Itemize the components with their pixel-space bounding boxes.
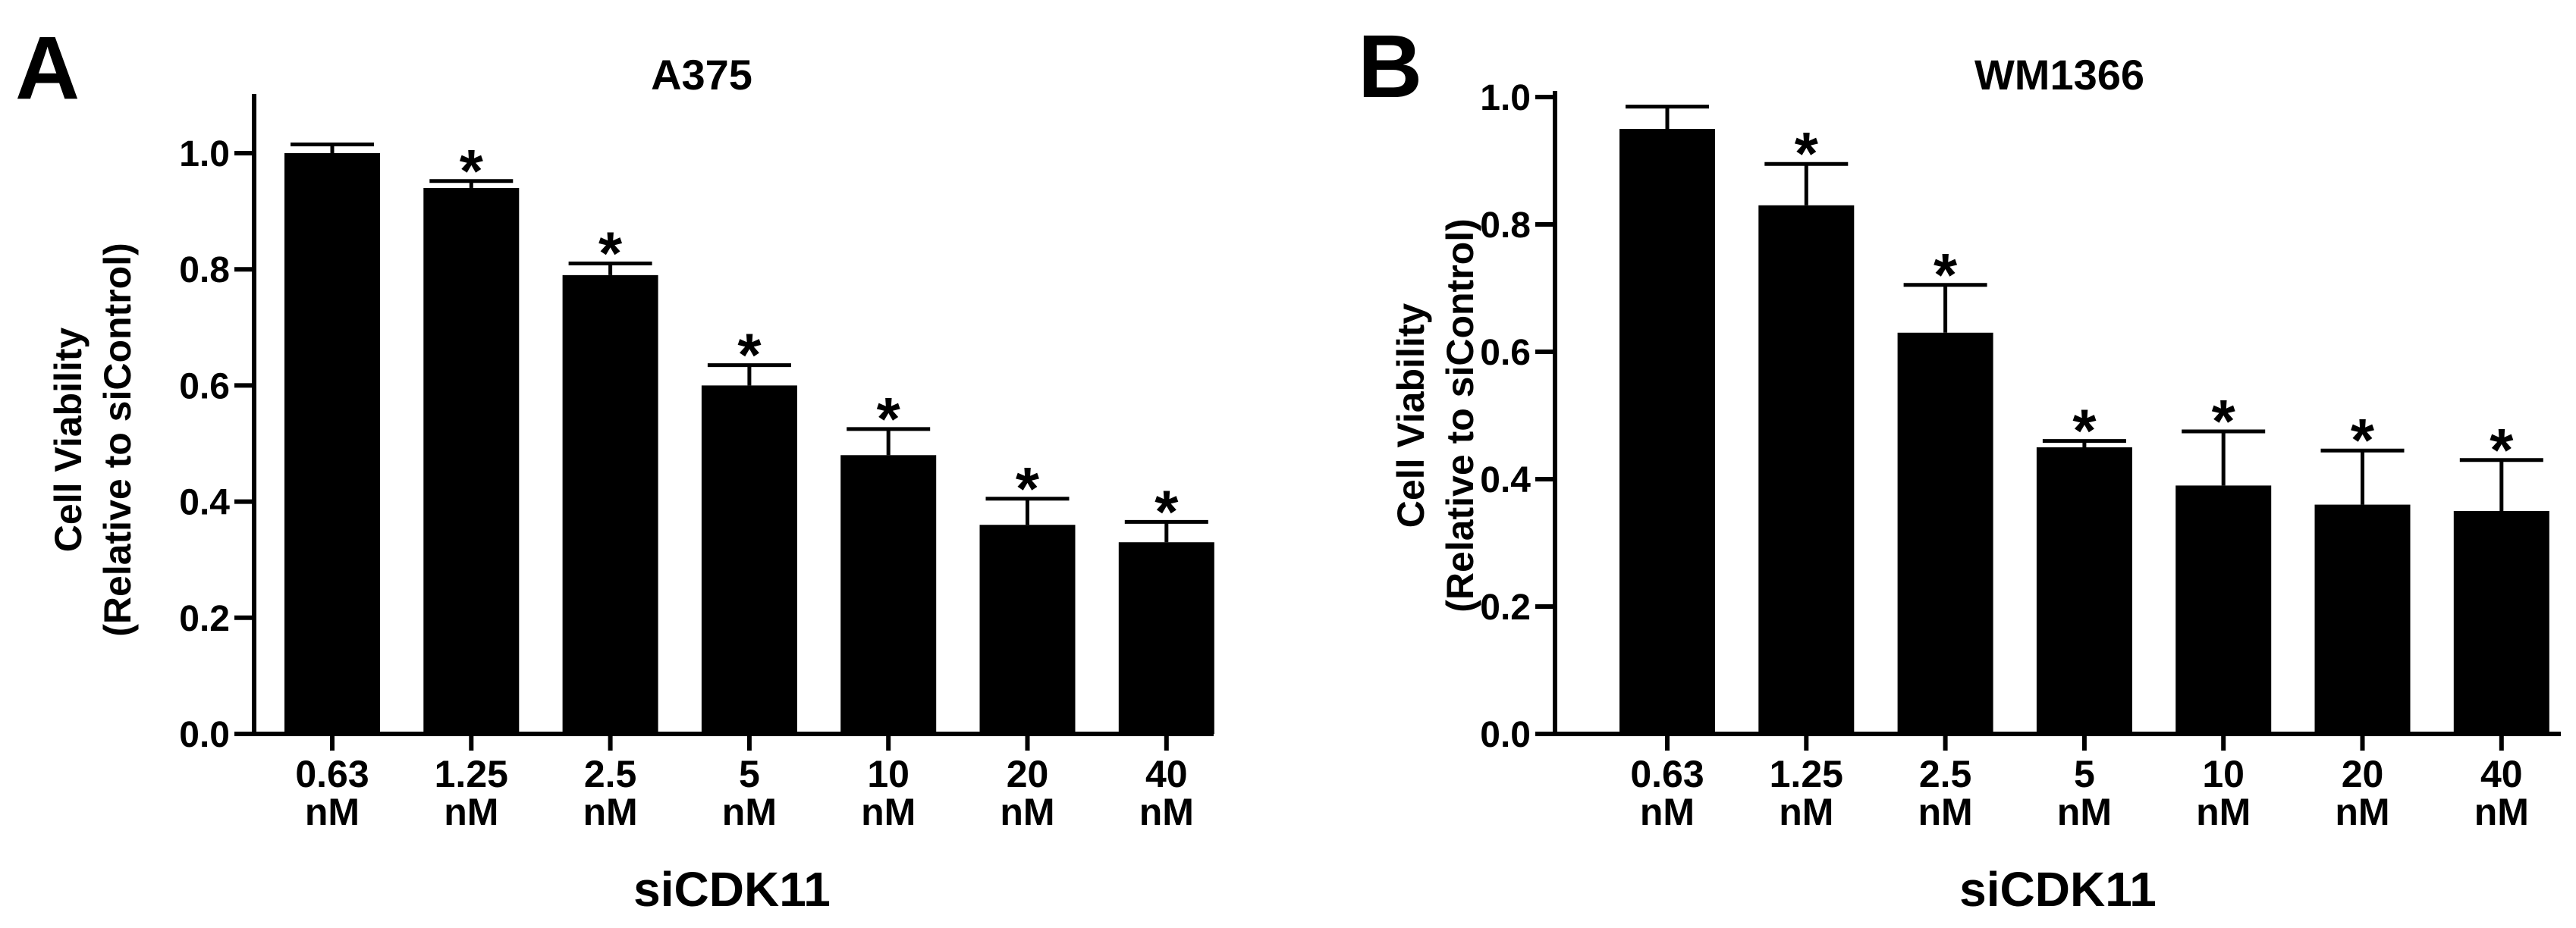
x-tick-unit: nM (305, 791, 360, 833)
chart-panel-a: A A3750.00.20.40.60.81.00.63nM1.25nM*2.5n… (15, 18, 1214, 917)
bar (2453, 511, 2549, 734)
chart-title: WM1366 (1974, 51, 2144, 99)
y-axis-subtitle: (Relative to siControl) (1439, 218, 1481, 612)
chart-panel-b: B WM13660.00.20.40.60.81.00.63nM1.25nM*2.… (1358, 17, 2561, 917)
significance-star: * (2351, 406, 2375, 474)
y-tick-label: 1.0 (179, 134, 230, 174)
x-tick-label: 2.5 (1919, 753, 1972, 795)
x-tick-label: 10 (2202, 753, 2245, 795)
x-tick-label: 1.25 (1770, 753, 1843, 795)
x-tick-label: 5 (2074, 753, 2095, 795)
bar (2175, 485, 2272, 734)
x-tick-label: 0.63 (295, 753, 369, 795)
significance-star: * (1154, 478, 1179, 545)
x-tick-label: 20 (1007, 753, 1049, 795)
y-axis-title: Cell Viability (1390, 303, 1432, 528)
x-axis-title: siCDK11 (633, 862, 831, 917)
x-tick-unit: nM (1779, 791, 1833, 833)
x-tick-unit: nM (2196, 791, 2251, 833)
significance-star: * (598, 220, 623, 287)
panel-letter: A (15, 18, 80, 118)
y-tick-label: 0.0 (179, 715, 230, 755)
y-tick-label: 0.6 (1480, 333, 1531, 373)
bar (423, 187, 520, 734)
x-tick-label: 1.25 (435, 753, 508, 795)
chart-title: A375 (651, 51, 752, 99)
bar (1118, 542, 1214, 734)
y-tick-label: 0.4 (1480, 460, 1531, 500)
y-tick-label: 0.2 (179, 599, 230, 639)
bar (1897, 332, 1993, 734)
y-tick-label: 0.0 (1480, 715, 1531, 755)
y-tick-label: 0.2 (1480, 588, 1531, 628)
bar (2036, 447, 2132, 734)
significance-star: * (877, 385, 901, 453)
bar (1758, 205, 1855, 734)
significance-star: * (2490, 416, 2514, 484)
bar (840, 455, 937, 734)
x-tick-unit: nM (444, 791, 498, 833)
x-tick-unit: nM (1139, 791, 1194, 833)
bar (562, 274, 658, 734)
significance-star: * (1016, 455, 1040, 522)
bar (1619, 129, 1715, 734)
y-tick-label: 0.6 (179, 366, 230, 406)
x-tick-unit: nM (1000, 791, 1054, 833)
x-tick-unit: nM (1918, 791, 1972, 833)
y-tick-label: 0.8 (179, 250, 230, 290)
x-tick-label: 20 (2342, 753, 2384, 795)
bar (979, 525, 1076, 734)
bar (284, 153, 380, 734)
x-tick-unit: nM (1640, 791, 1695, 833)
x-tick-label: 40 (1145, 753, 1188, 795)
y-tick-label: 0.4 (179, 483, 230, 523)
significance-star: * (1795, 120, 1819, 187)
y-axis-title: Cell Viability (47, 328, 90, 553)
x-tick-label: 0.63 (1630, 753, 1704, 795)
x-tick-unit: nM (2335, 791, 2389, 833)
significance-star: * (2212, 387, 2236, 455)
y-tick-label: 1.0 (1480, 78, 1531, 118)
significance-star: * (737, 321, 762, 389)
x-tick-unit: nM (2474, 791, 2529, 833)
y-axis-subtitle: (Relative to siControl) (96, 243, 139, 636)
panel-letter: B (1358, 17, 1422, 117)
y-tick-label: 0.8 (1480, 205, 1531, 246)
x-tick-unit: nM (722, 791, 777, 833)
x-tick-label: 5 (739, 753, 760, 795)
x-tick-label: 2.5 (584, 753, 637, 795)
bar (701, 385, 797, 734)
x-tick-unit: nM (861, 791, 916, 833)
x-tick-unit: nM (2057, 791, 2112, 833)
significance-star: * (460, 137, 484, 205)
x-tick-label: 10 (867, 753, 909, 795)
significance-star: * (1934, 241, 1958, 309)
x-tick-label: 40 (2480, 753, 2523, 795)
x-axis-title: siCDK11 (1959, 862, 2157, 917)
significance-star: * (2072, 397, 2097, 465)
bar (2314, 504, 2411, 734)
x-tick-unit: nM (583, 791, 637, 833)
